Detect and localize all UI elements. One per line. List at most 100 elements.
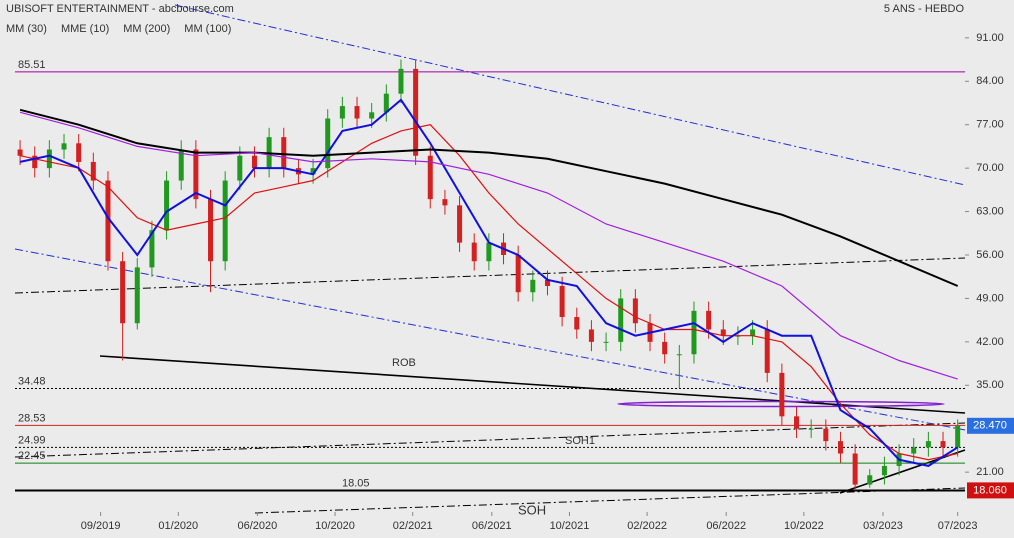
candle-body [471,242,477,262]
x-tick-label: 02/2021 [393,520,433,532]
annotation: ROB [392,357,416,369]
candle-body [955,425,961,448]
x-tick-label: 10/2020 [315,520,355,532]
legend-entry: MME (10) [61,23,109,35]
candle-body [750,329,756,336]
candle-body [691,310,697,355]
channel-line [14,248,966,431]
level-label: 24.99 [18,434,46,446]
y-tick-label: 84.00 [976,75,1004,87]
candle-body [618,298,624,342]
candle-body [383,93,389,113]
x-tick-label: 10/2021 [550,520,590,532]
ma-line [19,111,958,380]
candle-body [764,329,770,373]
x-tick-label: 09/2019 [81,520,121,532]
candle-body [17,149,23,156]
y-tick-label: 35.00 [976,379,1004,391]
chart-title: UBISOFT ENTERTAINMENT - abcbourse.com [6,3,234,15]
candle-body [120,261,126,324]
candle-body [779,372,785,417]
legend-entry: MM (200) [123,23,170,35]
candle-body [823,428,829,442]
candle-body [354,106,360,119]
annotation: SOH [518,502,546,517]
candle-body [720,329,726,336]
y-tick-label: 63.00 [976,205,1004,217]
candle-body [808,428,814,430]
y-tick-label: 91.00 [976,32,1004,44]
x-tick-label: 07/2023 [938,520,978,532]
legend-entry: MM (100) [184,23,231,35]
candle-body [164,180,170,231]
candle-body [940,441,946,448]
price-tag [967,417,1014,434]
trend-line [14,257,966,294]
price-tag-label: 28.470 [973,420,1007,432]
candle-body [588,329,594,342]
candle-body [339,106,345,119]
candle-body [515,255,521,293]
candle-body [794,416,800,429]
soh1-line [14,422,966,458]
candle-body [413,68,419,156]
candle-body [369,112,375,119]
candle-body [544,279,550,287]
candle-body [61,143,67,150]
annotation: SOH1 [565,435,595,447]
candle-body [457,205,463,243]
level-label: 18.05 [342,477,370,489]
y-tick-label: 70.00 [976,162,1004,174]
x-tick-label: 10/2022 [784,520,824,532]
x-tick-label: 02/2022 [627,520,667,532]
y-tick-label: 56.00 [976,249,1004,261]
candle-body [208,199,214,262]
soh-line [254,487,966,514]
candle-body [486,242,492,262]
candle-body [632,298,638,324]
price-tag-label: 18.060 [973,484,1007,496]
y-tick-label: 49.00 [976,292,1004,304]
candle-body [105,180,111,262]
candle-body [442,199,448,206]
level-label: 22.45 [18,450,46,462]
candle-body [46,149,52,169]
candle-body [281,137,287,169]
candle-body [310,168,316,175]
candle-body [911,447,917,454]
candle-body [603,341,609,343]
candle-body [852,453,858,485]
x-tick-label: 06/2021 [472,520,512,532]
candle-body [32,155,38,169]
candle-body [251,155,257,169]
candle-body [881,465,887,476]
channel-line [174,4,966,186]
ma-line [19,98,959,467]
candle-body [530,279,536,293]
chart-subtitle: 5 ANS - HEBDO [884,3,965,15]
x-tick-label: 06/2020 [238,520,278,532]
support-line [839,449,966,494]
legend-entry: MM (30) [6,23,47,35]
candle-body [925,441,931,448]
ma-line [19,108,959,287]
level-label: 85.51 [18,59,46,71]
candle-body [178,149,184,181]
candle-body [222,180,228,262]
y-tick-label: 21.00 [976,466,1004,478]
y-tick-label: 77.00 [976,119,1004,131]
x-tick-label: 06/2022 [706,520,746,532]
candle-body [398,68,404,94]
rob-line [99,355,966,414]
candle-body [237,155,243,181]
candle-body [662,341,668,355]
x-tick-label: 01/2020 [158,520,198,532]
price-tag [967,482,1014,499]
candle-body [76,143,82,162]
candle-body [325,118,331,169]
candle-body [427,155,433,200]
level-label: 34.48 [18,375,46,387]
candle-body [90,161,96,181]
candle-body [193,149,199,200]
